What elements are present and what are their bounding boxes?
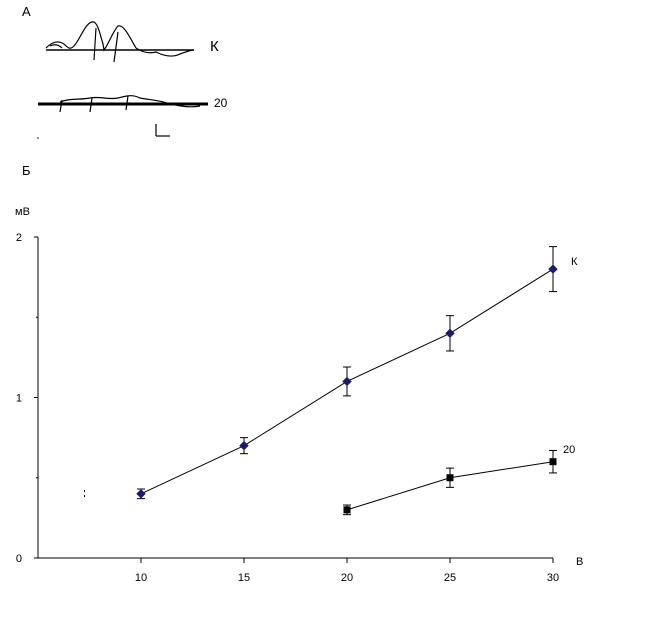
data-point — [342, 376, 352, 387]
data-point — [445, 328, 455, 339]
data-point — [343, 506, 351, 514]
data-point — [136, 489, 146, 499]
series-label-control: К — [571, 256, 578, 268]
scale-bar — [155, 124, 170, 137]
series-label-treated: 20 — [563, 444, 576, 456]
series-layer — [136, 246, 558, 516]
y-tick-labels: 0 1 2 — [16, 232, 22, 565]
data-point — [446, 474, 454, 482]
x-axis-unit-label: В — [576, 556, 584, 568]
x-tick-labels: 10 15 20 25 30 — [135, 572, 559, 584]
series-control — [136, 246, 558, 500]
x-tick-label: 10 — [135, 572, 147, 584]
y-tick-marks — [34, 236, 38, 559]
series-treated — [343, 449, 557, 516]
y-axis-unit-label: мВ — [15, 206, 30, 218]
data-point — [549, 458, 557, 466]
trace-control-label: К — [210, 38, 219, 55]
x-tick-label: 15 — [238, 572, 250, 584]
data-point — [548, 264, 558, 274]
trace-treated — [38, 95, 208, 113]
x-tick-label: 20 — [341, 572, 353, 584]
data-point — [239, 440, 249, 451]
x-tick-label: 25 — [444, 572, 456, 584]
trace-treated-label: 20 — [214, 96, 228, 110]
trace-control — [45, 21, 195, 63]
stray-mark — [84, 490, 85, 497]
axes — [37, 237, 553, 559]
y-tick-label: 0 — [16, 553, 22, 565]
panel-a-label: А — [22, 4, 31, 19]
y-tick-label: 2 — [16, 232, 22, 244]
panel-b-label: Б — [22, 163, 31, 178]
x-tick-label: 30 — [547, 572, 559, 584]
y-tick-label: 1 — [16, 393, 22, 405]
stray-dot — [37, 137, 39, 139]
x-tick-marks — [140, 558, 554, 563]
